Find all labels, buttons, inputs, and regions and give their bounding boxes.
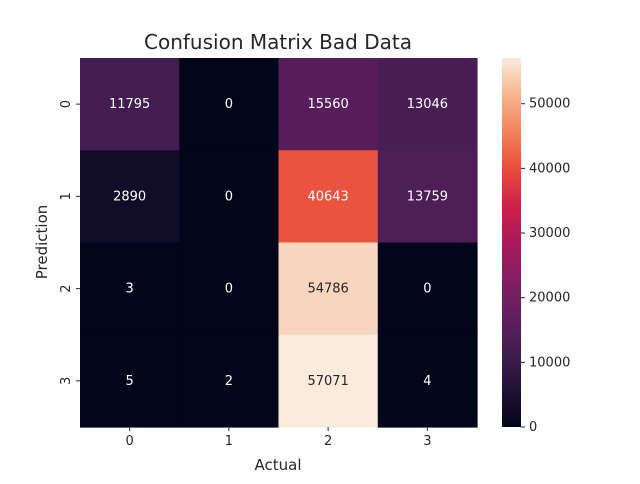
- cell-value-label: 0: [225, 282, 233, 297]
- heatmap-cell: [179, 334, 280, 428]
- cell-value-label: 3: [125, 282, 133, 297]
- colorbar-ticks: 0 10000 20000 30000 40000 50000: [521, 97, 570, 435]
- cell-value-label: 40643: [307, 189, 348, 204]
- cell-value-label: 2: [225, 374, 233, 389]
- heatmap-cell: [179, 58, 280, 151]
- heatmap-cells: [80, 58, 478, 428]
- cell-value-label: 0: [225, 189, 233, 204]
- cell-value-label: 4: [423, 374, 431, 389]
- cell-value-label: 57071: [307, 374, 348, 389]
- colorbar-tick-label: 10000: [529, 355, 570, 370]
- chart-title: Confusion Matrix Bad Data: [144, 30, 412, 54]
- colorbar-tick-label: 50000: [529, 97, 570, 112]
- heatmap-cell: [179, 150, 280, 244]
- colorbar: [502, 58, 521, 427]
- heatmap-cell: [278, 150, 379, 244]
- colorbar-tick-label: 40000: [529, 161, 570, 176]
- cell-value-labels: 11795 0 15560 13046 2890 0 40643 13759 3 0 54786 0 5…: [109, 97, 448, 389]
- cell-value-label: 11795: [109, 97, 150, 112]
- cell-value-label: 2890: [113, 189, 146, 204]
- colorbar-tick-label: 0: [529, 420, 537, 435]
- colorbar-tick-label: 20000: [529, 291, 570, 306]
- x-tick-label: 3: [423, 434, 431, 449]
- colorbar-tick-label: 30000: [529, 226, 570, 241]
- y-tick-label: 0: [59, 100, 74, 108]
- cell-value-label: 13759: [407, 189, 448, 204]
- cell-value-label: 5: [125, 374, 133, 389]
- heatmap-cell: [80, 334, 180, 428]
- heatmap-cell: [179, 242, 280, 336]
- cell-value-label: 13046: [407, 97, 448, 112]
- x-axis-ticks: 0 1 2 3: [125, 427, 432, 449]
- x-axis-label: Actual: [255, 456, 302, 474]
- heatmap-cell: [80, 58, 180, 151]
- cell-value-label: 54786: [307, 282, 348, 297]
- heatmap-cell: [377, 150, 478, 244]
- cell-value-label: 15560: [307, 97, 348, 112]
- cell-value-label: 0: [423, 282, 431, 297]
- heatmap-cell: [278, 242, 379, 336]
- y-tick-label: 1: [59, 192, 74, 200]
- y-axis-ticks: 0 1 2 3: [59, 100, 80, 385]
- y-tick-label: 2: [59, 284, 74, 292]
- y-tick-label: 3: [59, 377, 74, 385]
- heatmap-cell: [377, 242, 478, 336]
- heatmap-cell: [377, 334, 478, 428]
- heatmap-cell: [80, 150, 180, 244]
- heatmap-cell: [80, 242, 180, 336]
- heatmap-cell: [278, 58, 379, 151]
- x-tick-label: 2: [324, 434, 332, 449]
- x-tick-label: 0: [125, 434, 133, 449]
- cell-value-label: 0: [225, 97, 233, 112]
- y-axis-label: Prediction: [33, 205, 51, 280]
- x-tick-label: 1: [225, 434, 233, 449]
- heatmap-cell: [278, 334, 379, 428]
- heatmap-cell: [377, 58, 478, 151]
